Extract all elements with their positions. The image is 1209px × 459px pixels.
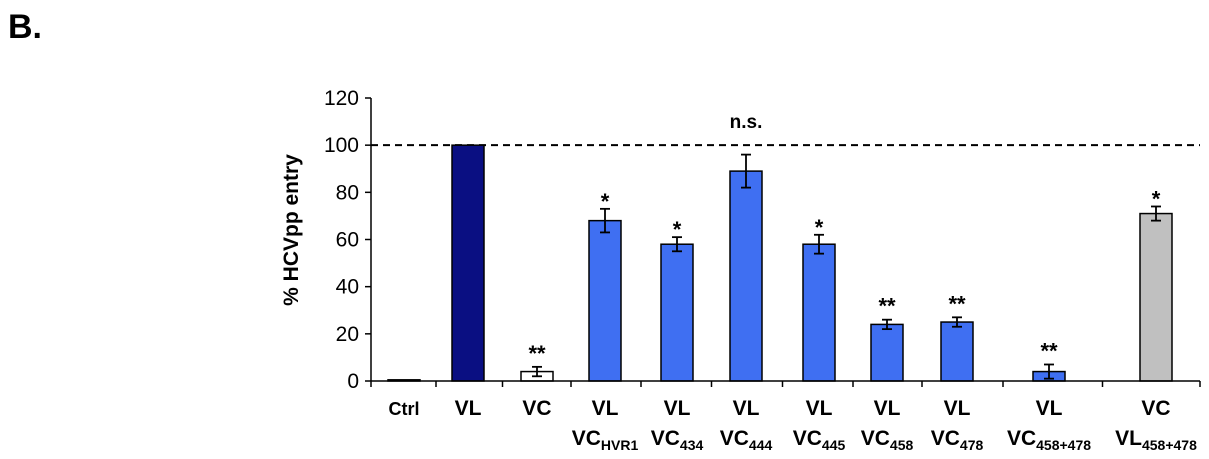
bar [802, 243, 836, 382]
y-tick-label: 80 [336, 181, 359, 204]
y-tick-label: 100 [324, 134, 359, 157]
x-tick-sublabel: VC458+478 [1007, 427, 1091, 453]
significance-marker: * [673, 217, 682, 242]
x-tick-label: VC [522, 397, 551, 420]
x-tick-sublabel: VL458+478 [1115, 427, 1197, 453]
significance-marker: * [1152, 186, 1161, 211]
x-axis: Ctrl VL VC VL VCHVR1 VL VC434 VL VC444 VL VC445 VL V… [370, 380, 1201, 453]
y-axis: 0 20 40 60 80 100 120 [324, 87, 372, 393]
bar [870, 323, 904, 382]
bars: **** *** ***** [387, 144, 1173, 382]
significance-marker: * [815, 215, 824, 240]
y-tick-label: 0 [347, 370, 359, 393]
significance-marker: ** [878, 294, 896, 319]
bar [940, 321, 974, 382]
significance-marker: ** [528, 341, 546, 366]
x-tick-label: VL [455, 397, 482, 420]
y-axis-label: % HCVpp entry [280, 154, 303, 306]
panel-label: B. [8, 8, 42, 46]
x-tick-sublabel: VCHVR1 [572, 427, 639, 453]
significance-marker: ** [948, 291, 966, 316]
x-tick-label: Ctrl [389, 399, 420, 419]
x-tick-sublabel: VC444 [720, 427, 773, 453]
y-tick-label: 60 [336, 229, 359, 252]
bar [1139, 212, 1173, 382]
x-tick-label: VL [592, 397, 619, 420]
x-tick-label: VL [806, 397, 833, 420]
significance-marker: * [601, 189, 610, 214]
x-tick-label: VL [874, 397, 901, 420]
reference-line-group: n.s. [371, 112, 1200, 147]
x-tick-label: VL [664, 397, 691, 420]
y-tick-label: 20 [336, 323, 359, 346]
bar [451, 144, 485, 382]
x-tick-label: VL [944, 397, 971, 420]
significance-marker: ** [1040, 338, 1058, 363]
x-tick-label: VL [1036, 397, 1063, 420]
x-tick-sublabel: VC478 [931, 427, 984, 453]
y-tick-label: 120 [324, 87, 359, 110]
x-tick-sublabel: VC434 [651, 427, 704, 453]
y-tick-label: 40 [336, 276, 359, 299]
x-tick-label: VC [1141, 397, 1170, 420]
reference-line-label: n.s. [730, 112, 763, 133]
bar [660, 243, 694, 382]
bar [588, 219, 622, 382]
bar [729, 170, 763, 382]
x-tick-sublabel: VC445 [793, 427, 846, 453]
x-tick-label: VL [733, 397, 760, 420]
x-tick-sublabel: VC458 [861, 427, 914, 453]
